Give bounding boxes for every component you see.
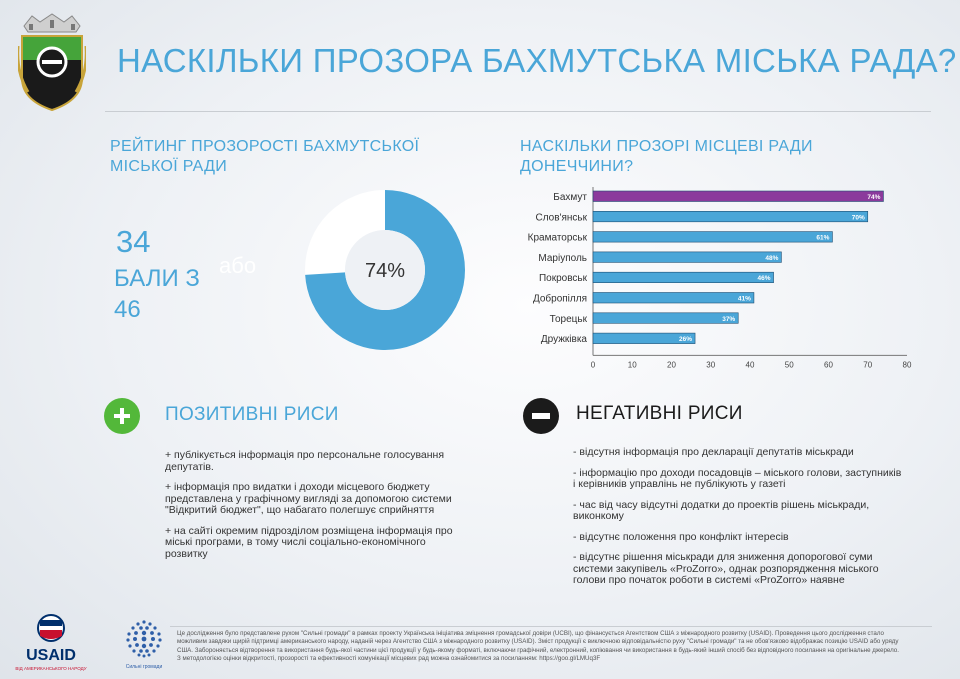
chart-category-label: Бахмут bbox=[553, 192, 587, 203]
minus-icon bbox=[523, 398, 559, 434]
usaid-label: USAID bbox=[26, 647, 76, 664]
councils-bar-chart: 0 10 20 30 40 50 60 70 80 Бахмут 74% Слов'янськ 70% К… bbox=[528, 187, 912, 369]
sylni-hromady-logo: Сильні громади bbox=[126, 620, 163, 670]
chart-x-tick-label: 80 bbox=[903, 360, 912, 369]
list-item: + інформація про видатки і доходи місцев… bbox=[165, 481, 452, 516]
chart-x-tick-label: 40 bbox=[746, 360, 755, 369]
chart-value-label: 48% bbox=[765, 255, 778, 262]
list-item: + на сайті окремим підрозділом розміщена… bbox=[165, 524, 453, 560]
councils-section-title: НАСКІЛЬКИ ПРОЗОРІ МІСЦЕВІ РАДИ ДОНЕЧЧИНИ… bbox=[520, 137, 813, 177]
chart-category-label: Добропілля bbox=[533, 293, 587, 305]
footer-line: США. Забороняється відтворення та викори… bbox=[177, 646, 899, 654]
chart-value-label: 37% bbox=[722, 316, 735, 323]
page-title: НАСКІЛЬКИ ПРОЗОРА БАХМУТСЬКА МІСЬКА РАДА… bbox=[117, 42, 957, 79]
chart-x-tick-label: 30 bbox=[706, 360, 715, 369]
list-item: - відсутнє положення про конфлікт інтере… bbox=[573, 530, 789, 543]
title-divider bbox=[105, 111, 931, 112]
footer-line: можливим завдяки щирій підтримці америка… bbox=[177, 638, 899, 646]
chart-bar bbox=[592, 292, 755, 304]
chart-category-label: Маріуполь bbox=[538, 253, 587, 264]
chart-bar bbox=[592, 210, 869, 223]
councils-title-line1: НАСКІЛЬКИ ПРОЗОРІ МІСЦЕВІ РАДИ bbox=[520, 138, 813, 155]
chart-bar bbox=[592, 332, 696, 344]
councils-title-line2: ДОНЕЧЧИНИ? bbox=[520, 158, 634, 175]
list-item: - відсутнє рішення міськради для зниженн… bbox=[573, 551, 879, 586]
chart-bar bbox=[592, 190, 884, 202]
chart-value-label: 46% bbox=[758, 275, 771, 282]
list-item: + публікується інформація про персональн… bbox=[165, 449, 445, 473]
chart-x-tick-label: 10 bbox=[628, 360, 637, 369]
chart-category-label: Покровськ bbox=[539, 273, 588, 284]
score-max: 46 bbox=[114, 296, 141, 323]
rating-title-line1: РЕЙТИНГ ПРОЗОРОСТІ БАХМУТСЬКОЇ bbox=[110, 138, 420, 155]
donut-percent-label: 74% bbox=[365, 260, 405, 282]
points-label: БАЛИ З bbox=[114, 265, 200, 292]
chart-category-label: Торецьк bbox=[550, 314, 588, 325]
chart-x-tick-label: 60 bbox=[824, 360, 833, 369]
or-label: або bbox=[219, 253, 257, 278]
chart-value-label: 74% bbox=[867, 194, 880, 201]
footer-link-line[interactable]: З методологією оцінки відкритості, прозо… bbox=[177, 654, 601, 662]
chart-x-tick-label: 50 bbox=[785, 360, 794, 369]
usaid-logo: USAID ВІД АМЕРИКАНСЬКОГО НАРОДУ bbox=[15, 614, 87, 671]
chart-category-label: Краматорськ bbox=[528, 233, 588, 244]
sylni-label: Сильні громади bbox=[126, 664, 163, 670]
plus-icon bbox=[104, 398, 140, 434]
score-value: 34 bbox=[116, 224, 151, 259]
list-item: - відсутня інформація про декларації деп… bbox=[573, 446, 854, 458]
chart-value-label: 61% bbox=[816, 235, 829, 242]
donut-center bbox=[345, 230, 425, 310]
donut-value-arc bbox=[305, 190, 465, 350]
chart-x-tick-label: 20 bbox=[667, 360, 676, 369]
footer-line: Це дослідження було представлене рухом "… bbox=[177, 630, 884, 637]
chart-x-tick-label: 0 bbox=[591, 360, 596, 369]
chart-category-label: Слов'янськ bbox=[536, 212, 588, 223]
footer-divider bbox=[170, 626, 932, 627]
chart-value-label: 41% bbox=[738, 296, 751, 303]
positive-list: + публікується інформація про персональн… bbox=[165, 449, 465, 569]
negative-list: - відсутня інформація про декларації деп… bbox=[573, 446, 903, 596]
chart-x-tick-label: 70 bbox=[863, 360, 872, 369]
chart-bar bbox=[592, 251, 782, 263]
transparency-donut-chart: 74% bbox=[305, 190, 465, 350]
usaid-subtitle: ВІД АМЕРИКАНСЬКОГО НАРОДУ bbox=[15, 666, 86, 671]
chart-value-label: 70% bbox=[852, 214, 865, 221]
list-item: - інформацію про доходи посадовців – міс… bbox=[573, 466, 902, 490]
chart-value-label: 26% bbox=[679, 336, 692, 343]
chart-bar bbox=[592, 271, 774, 283]
footer-disclaimer: Це дослідження було представлене рухом "… bbox=[177, 630, 937, 663]
rating-title-line2: МІСЬКОЇ РАДИ bbox=[110, 158, 228, 175]
list-item: - час від часу відсутні додатки до проек… bbox=[573, 498, 870, 522]
positive-title: ПОЗИТИВНІ РИСИ bbox=[165, 404, 339, 425]
chart-bar bbox=[592, 231, 833, 243]
chart-bar bbox=[592, 312, 739, 324]
city-crest-logo bbox=[18, 13, 86, 112]
negative-title: НЕГАТИВНІ РИСИ bbox=[576, 403, 743, 424]
chart-category-label: Дружківка bbox=[541, 334, 588, 345]
rating-section-title: РЕЙТИНГ ПРОЗОРОСТІ БАХМУТСЬКОЇ МІСЬКОЇ Р… bbox=[110, 137, 419, 177]
